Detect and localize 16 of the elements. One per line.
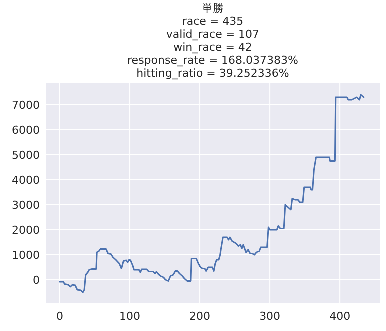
x-tick-label: 0	[56, 310, 64, 323]
chart-title: 単勝	[202, 2, 224, 15]
y-tick-label: 1000	[12, 249, 40, 262]
line-series	[59, 94, 365, 294]
y-tick-label: 2000	[12, 224, 40, 237]
x-tick-label: 400	[330, 310, 351, 323]
y-tick-label: 0	[33, 274, 40, 287]
y-tick-label: 3000	[12, 199, 40, 212]
y-tick-label: 7000	[12, 99, 40, 112]
y-tick-label: 4000	[12, 174, 40, 187]
y-tick-label: 5000	[12, 149, 40, 162]
x-tick-label: 100	[120, 310, 141, 323]
x-tick-label: 300	[260, 310, 281, 323]
chart-subtitle: race = 435 valid_race = 107 win_race = 42 response_rate = 168.037383% hitting_ratio = 39.252336%	[128, 15, 298, 80]
y-tick-label: 6000	[12, 124, 40, 137]
x-tick-label: 200	[190, 310, 211, 323]
